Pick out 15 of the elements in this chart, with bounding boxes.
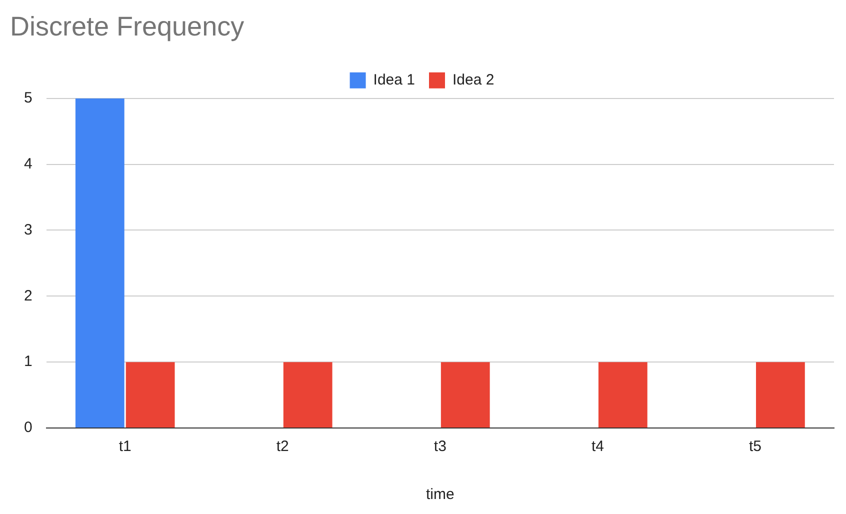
x-tick-label: t2 [276, 438, 289, 456]
x-tick-label: t3 [434, 438, 446, 456]
y-tick-label: 4 [24, 155, 32, 172]
x-tick-label: t4 [591, 438, 604, 456]
x-tick-label: t5 [748, 438, 762, 456]
x-tick-label: t1 [118, 438, 132, 456]
y-tick-label: 0 [24, 419, 32, 436]
legend-label: Idea 1 [373, 72, 416, 89]
y-tick-label: 1 [24, 353, 32, 370]
chart-title: Discrete Frequency [10, 12, 245, 42]
y-tick-label: 5 [24, 90, 32, 107]
y-tick-label: 2 [24, 287, 32, 304]
legend-label: Idea 2 [452, 72, 494, 89]
x-axis-title: time [426, 486, 454, 504]
y-tick-label: 3 [24, 221, 32, 238]
